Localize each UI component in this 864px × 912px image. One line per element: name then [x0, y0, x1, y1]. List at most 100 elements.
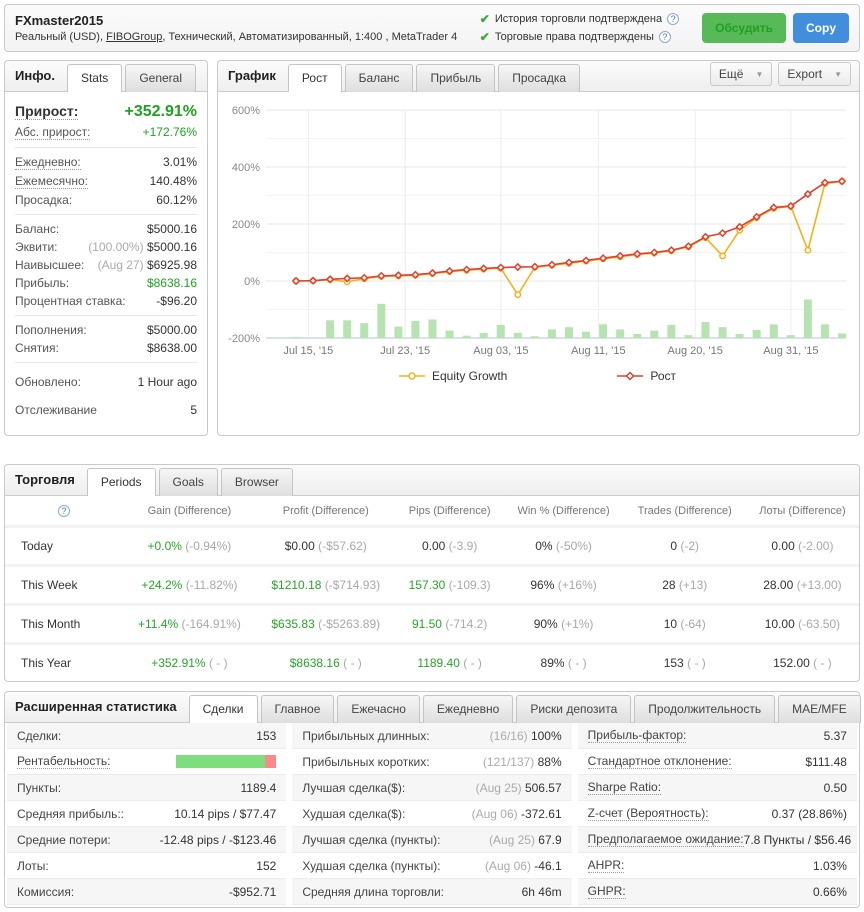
- verification-item: ✔ Торговые права подтверждены?: [480, 30, 679, 44]
- info-group: Ежедневно: 3.01% Ежемесячно: 140.48% Просадк…: [15, 147, 197, 214]
- stat-value: 152: [256, 858, 277, 873]
- stat-row-ahpr: AHPR: 1.03%: [577, 853, 857, 879]
- question-icon[interactable]: ?: [667, 13, 680, 25]
- cell-main-value: $1210.18: [271, 578, 322, 592]
- broker-link[interactable]: FIBOGroup: [106, 31, 163, 43]
- circle-marker-icon: [398, 372, 425, 380]
- profitability-bar-win: [176, 755, 266, 768]
- info-label: Процентная ставка:: [15, 294, 126, 308]
- stat-value-prefix: (Aug 06): [471, 806, 521, 821]
- cell-main-value: +24.2%: [141, 578, 183, 592]
- periods-column-header: Trades (Difference): [637, 505, 732, 517]
- tab-просадка[interactable]: Просадка: [498, 64, 581, 92]
- svg-text:Aug 31, '15: Aug 31, '15: [763, 345, 818, 357]
- info-panel-title: Инфо.: [15, 68, 55, 83]
- stat-value: 5.37: [823, 728, 847, 743]
- info-value: (Aug 27) $6925.98: [97, 258, 197, 272]
- periods-column-header: Pips (Difference): [408, 505, 491, 517]
- cell-difference-value: (-0.94%): [185, 539, 232, 553]
- stat-value: 0.66%: [812, 884, 847, 899]
- tab-ежедневно[interactable]: Ежедневно: [422, 695, 514, 723]
- info-group: Прирост: +352.91% Абс. прирост: +172.76%: [15, 96, 197, 147]
- period-value-cell: 10.00 (-63.50): [745, 603, 859, 644]
- cell-main-value: 0%: [535, 539, 553, 553]
- tab-ежечасно[interactable]: Ежечасно: [337, 695, 420, 723]
- tab-продолжительность[interactable]: Продолжительность: [634, 695, 776, 723]
- stat-value: 1189.4: [240, 780, 277, 795]
- info-row: Ежемесячно: 140.48%: [15, 172, 197, 191]
- svg-text:Aug 20, '15: Aug 20, '15: [668, 345, 723, 357]
- question-icon[interactable]: ?: [658, 31, 671, 43]
- tab-mae-mfe[interactable]: MAE/MFE: [778, 695, 861, 723]
- legend-label: Рост: [650, 369, 677, 383]
- stats-column-2: Прибыльных длинных: (16/16) 100% Прибыльны…: [292, 723, 572, 905]
- period-value-cell: 0.00 (-2.00): [745, 525, 859, 566]
- info-label: Абс. прирост:: [15, 125, 91, 140]
- period-value-cell: +11.4% (-164.91%): [123, 603, 256, 644]
- tab-прибыль[interactable]: Прибыль: [416, 64, 496, 92]
- cell-main-value: $635.83: [271, 617, 315, 631]
- period-value-cell: 0% (-50%): [503, 525, 624, 566]
- stat-row-ghpr: GHPR: 0.66%: [577, 879, 857, 905]
- tab-риски-депозита[interactable]: Риски депозита: [516, 695, 632, 723]
- period-value-cell: 89% ( - ): [503, 642, 624, 681]
- cell-main-value: 28.00: [763, 578, 794, 592]
- stat-value: (Aug 06) -46.1: [484, 858, 562, 873]
- stat-row-комиссия: Комиссия: -$952.71: [7, 879, 287, 905]
- svg-text:600%: 600%: [232, 105, 260, 117]
- legend-item-equity-growth[interactable]: Equity Growth: [398, 369, 508, 383]
- cell-main-value: +352.91%: [151, 656, 206, 670]
- tab-browser[interactable]: Browser: [220, 468, 293, 496]
- stat-row-лоты: Лоты: 152: [7, 853, 287, 879]
- stat-value: (Aug 25) 67.9: [488, 832, 562, 847]
- period-value-cell: $635.83 (-$5263.89): [255, 603, 396, 644]
- profitability-bar: [176, 755, 277, 768]
- stat-row-прибыльных-коротких: Прибыльных коротких: (121/137) 88%: [292, 749, 572, 775]
- trading-panel-title: Торговля: [15, 472, 75, 487]
- export-dropdown[interactable]: Export ▼: [778, 62, 851, 86]
- tab-главное[interactable]: Главное: [260, 695, 335, 723]
- tab-сделки[interactable]: Сделки: [188, 695, 258, 723]
- tab-goals[interactable]: Goals: [158, 468, 218, 496]
- info-label: Просадка:: [15, 193, 73, 207]
- tab-рост[interactable]: Рост: [287, 64, 342, 92]
- growth-chart-svg: Jul 15, '15 Jul 23, '15 Aug 03, '15 Aug 11,…: [228, 105, 847, 357]
- discuss-button[interactable]: Обсудить: [702, 13, 786, 43]
- stat-value: 6h 46m: [521, 884, 562, 899]
- stat-row-z-счет-вероятность: Z-счет (Вероятность): 0.37 (28.86%): [577, 801, 857, 827]
- question-icon[interactable]: ?: [58, 505, 70, 517]
- info-row: Эквити: (100.00%) $5000.16: [15, 238, 197, 256]
- stat-row-sharpe-ratio: Sharpe Ratio: 0.50: [577, 775, 857, 801]
- account-subtitle: Реальный (USD), FIBOGroup, Технический, …: [15, 31, 480, 43]
- tab-stats[interactable]: Stats: [66, 64, 123, 92]
- stat-row-лучшая-сделка: Лучшая сделка($): (Aug 25) 506.57: [292, 775, 572, 801]
- period-label: This Month: [5, 603, 123, 644]
- cell-main-value: 152.00: [773, 656, 810, 670]
- legend-item-рост[interactable]: Рост: [617, 369, 676, 383]
- cell-difference-value: ( - ): [813, 656, 832, 670]
- info-label: Пополнения:: [15, 323, 87, 337]
- period-value-cell: 28 (+13): [623, 564, 746, 605]
- info-value: 5: [190, 403, 197, 417]
- period-value-cell: +0.0% (-0.94%): [123, 525, 256, 566]
- more-dropdown[interactable]: Ещё ▼: [709, 62, 773, 86]
- profitability-bar-loss: [265, 755, 277, 768]
- stat-value: (16/16) 100%: [489, 728, 562, 743]
- periods-table: ? Gain (Difference) Profit (Difference) Pip…: [5, 496, 859, 681]
- legend-label: Equity Growth: [431, 369, 508, 383]
- tab-general[interactable]: General: [125, 64, 197, 92]
- tab-баланс[interactable]: Баланс: [344, 64, 414, 92]
- copy-button[interactable]: Copy: [793, 13, 849, 43]
- stat-value: 0.50: [823, 780, 847, 795]
- period-value-cell: 152.00 ( - ): [745, 642, 859, 681]
- more-label: Ещё: [718, 67, 744, 81]
- stat-label: Прибыльных коротких:: [302, 754, 430, 769]
- tab-periods[interactable]: Periods: [86, 468, 156, 496]
- info-value: 60.12%: [156, 193, 197, 207]
- period-value-cell: $0.00 (-$57.62): [255, 525, 396, 566]
- stat-row-лучшая-сделка-пункты: Лучшая сделка (пункты): (Aug 25) 67.9: [292, 827, 572, 853]
- info-value: +172.76%: [142, 125, 197, 139]
- info-label: Ежедневно:: [15, 155, 81, 170]
- cell-difference-value: (-$57.62): [318, 539, 367, 553]
